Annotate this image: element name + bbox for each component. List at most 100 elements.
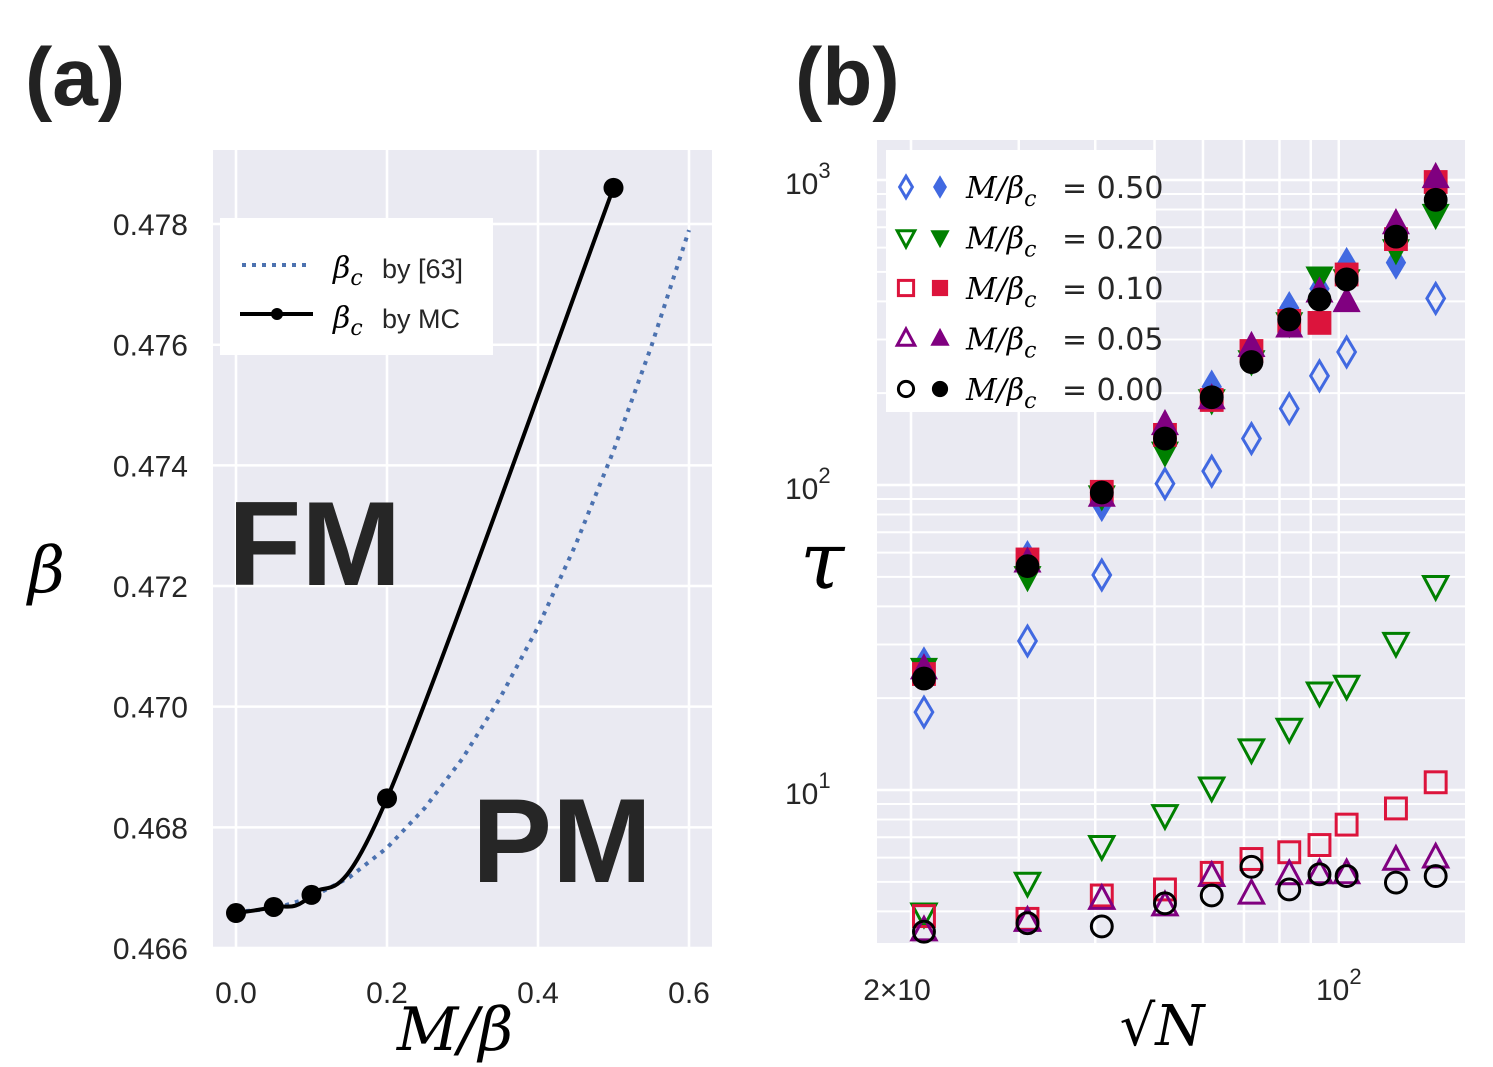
data-point-hollow-circle	[1334, 864, 1359, 889]
y-tick-label: 0.468	[113, 812, 188, 845]
data-point-hollow-diamond	[1240, 420, 1263, 457]
y-tick-label: 101	[785, 768, 831, 811]
data-point-hollow-diamond	[1425, 280, 1447, 317]
legend-filled-circle-icon	[931, 380, 949, 398]
data-point-hollow-triangle-down	[1197, 776, 1227, 804]
annotation-fm: FM	[228, 477, 401, 611]
data-point-filled-circle	[1423, 187, 1448, 212]
legend-label-value: = 0.20	[1062, 222, 1163, 257]
data-point-filled-circle	[1153, 426, 1177, 451]
data-point-hollow-square	[1334, 812, 1359, 837]
legend-filled-square-icon	[931, 279, 949, 297]
x-tick-label: 0.2	[366, 977, 408, 1010]
data-point-hollow-circle	[1015, 911, 1040, 936]
legend-label-value: = 0.10	[1062, 272, 1163, 307]
legend-filled-triangle-up-icon	[930, 327, 950, 346]
panel-a-plot: 0.0 0.2 0.4 0.6 0.466 0.468 0.470 0.472 0.474 0.4…	[113, 150, 712, 1010]
y-tick-label: 0.472	[113, 571, 188, 604]
x-tick-label: 2×10	[863, 974, 931, 1007]
data-point-hollow-circle	[1277, 877, 1302, 902]
data-point-filled-circle	[912, 666, 936, 691]
data-point-hollow-circle	[912, 919, 936, 944]
data-point-hollow-triangle-down	[1274, 717, 1304, 745]
data-point-hollow-diamond	[1201, 453, 1223, 489]
legend-b: M/βc = 0.50M/βc = 0.20M/βc = 0.10M/βc = 0.05…	[886, 150, 1163, 414]
data-point-hollow-diamond	[1336, 334, 1358, 370]
data-point-filled-circle	[1239, 350, 1264, 374]
data-point-mc	[301, 884, 322, 905]
legend-a: βc by [63]βc by MC	[220, 218, 493, 355]
data-point-mc	[226, 903, 246, 924]
data-point-hollow-triangle-down	[1332, 674, 1362, 702]
data-point-filled-circle	[1307, 287, 1332, 312]
data-point-hollow-diamond	[1016, 623, 1039, 659]
data-point-hollow-square	[1153, 877, 1177, 902]
data-point-hollow-triangle-down	[1304, 681, 1335, 709]
data-point-hollow-triangle-down	[1150, 804, 1180, 832]
data-point-hollow-circle	[1423, 864, 1448, 889]
data-point-hollow-triangle-down	[1381, 631, 1411, 660]
data-point-hollow-triangle-up	[1087, 882, 1117, 910]
data-point-hollow-circle	[1307, 862, 1332, 887]
x-tick-label: 0.4	[517, 977, 559, 1010]
legend-label-text: by MC	[382, 304, 460, 334]
data-point-mc	[377, 788, 397, 809]
legend-label-math: M/βc	[965, 323, 1037, 364]
data-point-hollow-square	[1383, 796, 1408, 821]
data-point-hollow-square	[1307, 833, 1332, 857]
legend-hollow-square-icon	[896, 278, 916, 298]
data-point-hollow-triangle-down	[1236, 738, 1267, 766]
annotation-pm: PM	[472, 774, 652, 908]
y-tick-label: 0.478	[113, 209, 188, 242]
legend-background	[220, 218, 493, 355]
y-tick-label: 0.474	[113, 450, 188, 483]
legend-filled-diamond-icon	[933, 175, 947, 199]
data-point-hollow-triangle-up	[1236, 877, 1267, 905]
y-tick-label: 0.476	[113, 330, 188, 363]
data-point-hollow-circle	[1199, 883, 1224, 908]
legend-hollow-diamond-icon	[897, 173, 915, 201]
data-point-hollow-diamond	[1154, 465, 1176, 502]
data-point-hollow-diamond	[913, 694, 935, 730]
legend-label-value: = 0.00	[1062, 373, 1163, 408]
data-point-filled-circle	[1015, 554, 1040, 579]
data-point-hollow-circle	[1089, 914, 1114, 939]
data-point-filled-circle	[1334, 267, 1359, 292]
legend-filled-triangle-down-icon	[930, 230, 950, 249]
legend-label-value: = 0.50	[1062, 171, 1163, 206]
data-point-filled-circle	[1089, 480, 1114, 505]
data-point-hollow-triangle-down	[1087, 834, 1117, 863]
data-point-hollow-circle	[1153, 891, 1177, 916]
legend-background	[886, 150, 1156, 412]
data-point-hollow-square	[912, 904, 936, 929]
x-tick-label: 0.0	[215, 977, 257, 1010]
x-tick-label: 0.6	[668, 977, 710, 1010]
data-point-filled-circle	[1384, 224, 1408, 249]
data-point-hollow-circle	[1239, 854, 1264, 879]
legend-label-text: by [63]	[382, 254, 463, 284]
data-point-mc	[263, 896, 284, 917]
data-point-hollow-square	[1239, 847, 1264, 871]
data-point-filled-triangle-up	[1421, 161, 1450, 189]
data-point-hollow-diamond	[1278, 390, 1300, 427]
legend-label-value: = 0.05	[1062, 323, 1163, 358]
y-tick-label: 102	[785, 463, 831, 506]
data-point-filled-square	[1307, 310, 1332, 335]
data-point-hollow-diamond	[1091, 557, 1113, 593]
data-point-hollow-triangle-down	[1421, 575, 1451, 603]
data-point-hollow-triangle-up	[1012, 904, 1043, 932]
data-point-filled-triangle-up	[1332, 285, 1361, 313]
panel-b-ylabel: τ	[800, 514, 846, 607]
data-point-hollow-triangle-up	[1304, 856, 1335, 885]
legend-marker-icon	[271, 308, 283, 320]
panel-b-label: (b)	[795, 32, 900, 123]
panel-a-ylabel: β	[26, 534, 65, 608]
panel-a-xlabel: M/β	[396, 995, 513, 1065]
y-tick-label: 0.470	[113, 692, 188, 725]
data-point-hollow-diamond	[1308, 358, 1331, 394]
data-point-hollow-square	[1423, 770, 1448, 795]
data-point-hollow-triangle-up	[1274, 857, 1304, 886]
data-point-hollow-circle	[1383, 870, 1408, 895]
